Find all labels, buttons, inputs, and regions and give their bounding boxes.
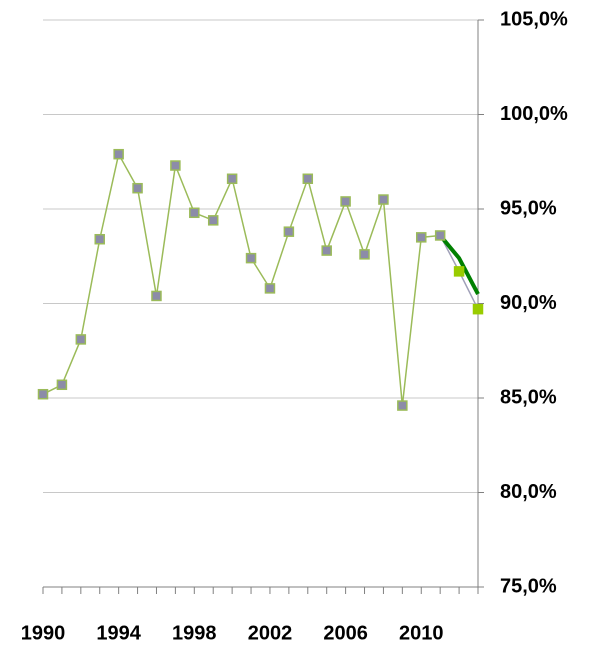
x-tick-label: 2006 <box>323 622 368 644</box>
point-marker <box>397 400 408 411</box>
line-series <box>42 153 441 407</box>
y-tick-label: 80,0% <box>500 481 557 503</box>
point-marker <box>132 182 143 194</box>
point-marker <box>170 160 181 171</box>
x-tick-label: 1994 <box>96 622 141 644</box>
line-series <box>438 234 480 295</box>
y-tick-label: 90,0% <box>500 292 557 314</box>
point-marker <box>189 207 200 219</box>
point-marker <box>321 245 332 256</box>
point-marker <box>302 173 314 185</box>
point-marker <box>113 148 124 160</box>
y-tick-label: 105,0% <box>500 8 568 30</box>
point-marker <box>283 226 295 237</box>
x-tick-label: 1990 <box>21 622 66 644</box>
y-tick-label: 95,0% <box>500 197 557 219</box>
point-marker <box>37 388 49 400</box>
point-marker <box>226 173 238 185</box>
point-marker <box>75 334 87 345</box>
point-marker <box>94 233 105 245</box>
y-tick-label: 100,0% <box>500 103 568 125</box>
point-marker <box>472 303 484 315</box>
x-tick-label: 2010 <box>399 622 444 644</box>
point-marker <box>416 232 427 243</box>
x-tick-label: 1998 <box>172 622 217 644</box>
point-marker <box>434 230 446 241</box>
point-marker <box>207 215 219 226</box>
point-marker <box>340 196 351 207</box>
point-marker <box>453 266 465 277</box>
point-marker <box>378 194 389 205</box>
point-marker <box>151 290 162 302</box>
y-tick-label: 75,0% <box>500 575 557 597</box>
x-tick-label: 2002 <box>248 622 293 644</box>
point-marker <box>56 379 68 391</box>
point-marker <box>359 249 370 260</box>
y-tick-label: 85,0% <box>500 386 557 408</box>
point-marker <box>264 283 276 294</box>
point-marker <box>245 252 257 264</box>
